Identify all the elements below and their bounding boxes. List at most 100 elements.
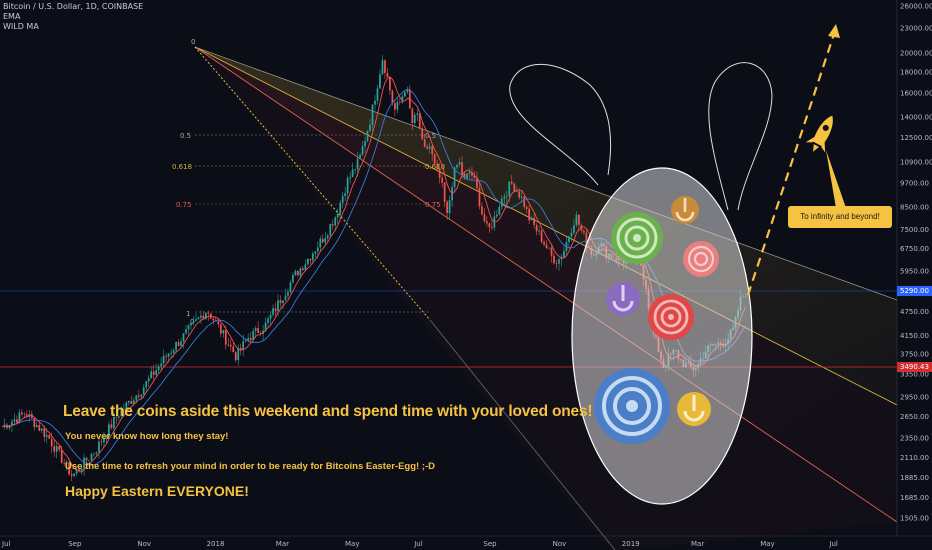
candle-body — [468, 172, 471, 174]
candle-body — [369, 124, 371, 131]
fib-label-075-left: 0.75 — [176, 201, 192, 209]
candle-body — [122, 408, 125, 410]
candle-body — [100, 441, 103, 443]
candle-body — [446, 201, 448, 214]
message-line-2: You never know how long they stay! — [65, 431, 229, 442]
candle-body — [135, 395, 138, 401]
candle-body — [167, 353, 170, 357]
candle-body — [478, 187, 481, 207]
candle-body — [118, 416, 120, 418]
candle-body — [13, 419, 16, 422]
candle-body — [68, 462, 71, 475]
candle-body — [570, 232, 573, 237]
candle-body — [105, 437, 108, 439]
candle-body — [75, 469, 78, 474]
candle-body — [428, 146, 431, 149]
fib-fan: 0 0.5 0.5 0.618 0.618 0.75 0.75 1 0 — [172, 38, 898, 550]
candle-body — [157, 366, 160, 371]
y-tick-label: 14000.00 — [900, 114, 932, 122]
candle-body — [528, 208, 531, 221]
candle-body — [366, 130, 369, 142]
x-tick-label: Nov — [137, 540, 151, 548]
candle-body — [331, 224, 334, 226]
candle-body — [306, 258, 309, 265]
candle-body — [498, 206, 501, 215]
candle-body — [403, 92, 406, 97]
candle-body — [292, 275, 294, 283]
candle-body — [510, 181, 513, 184]
candle-body — [33, 418, 36, 428]
fib-fan-line-618 — [194, 46, 898, 406]
fib-label-05-left: 0.5 — [180, 132, 191, 140]
candle-body — [155, 370, 158, 375]
candle-body — [398, 102, 401, 103]
candle-body — [217, 321, 220, 325]
candle-body — [341, 196, 344, 203]
candle-body — [560, 257, 563, 260]
candle-body — [406, 89, 409, 93]
bunny-ear-left — [509, 63, 612, 186]
candle-body — [476, 177, 478, 188]
fib-fan-line-1 — [194, 46, 431, 321]
candle-body — [108, 424, 110, 438]
candle-body — [48, 435, 51, 439]
candle-body — [394, 103, 396, 110]
candle-body — [222, 330, 225, 334]
y-tick-label: 8500.00 — [900, 203, 929, 211]
candle-body — [453, 167, 456, 188]
candle-body — [481, 206, 483, 215]
fib-fan-line-0 — [194, 46, 898, 301]
candle-body — [311, 253, 314, 261]
candle-body — [16, 419, 18, 423]
candle-body — [80, 469, 83, 471]
candle-body — [195, 319, 197, 321]
fib-fan-line-75 — [194, 46, 898, 523]
candle-body — [170, 352, 172, 354]
candle-body — [172, 350, 175, 353]
chart-legend: Bitcoin / U.S. Dollar, 1D, COINBASE EMA … — [3, 2, 143, 32]
candle-body — [471, 172, 473, 176]
y-tick-label: 3350.00 — [900, 371, 929, 379]
candle-body — [346, 178, 349, 194]
legend-symbol: Bitcoin / U.S. Dollar, 1D, COINBASE — [3, 2, 144, 11]
candle-body — [456, 164, 458, 168]
candle-body — [110, 424, 113, 428]
candle-body — [354, 169, 356, 171]
candle-body — [145, 381, 148, 388]
candle-body — [314, 251, 317, 254]
candle-body — [515, 191, 518, 193]
y-tick-label: 10900.00 — [900, 159, 932, 167]
candle-body — [197, 317, 200, 320]
candle-body — [175, 342, 177, 351]
candle-body — [25, 414, 28, 417]
candle-body — [359, 154, 361, 159]
candle-body — [316, 247, 319, 252]
candle-body — [448, 200, 451, 214]
y-tick-label: 16000.00 — [900, 90, 932, 98]
candle-body — [18, 412, 21, 423]
candle-body — [284, 295, 287, 301]
candle-body — [518, 191, 521, 198]
candle-body — [364, 141, 366, 147]
candle-body — [391, 90, 394, 104]
candle-body — [351, 169, 354, 178]
candle-body — [147, 378, 150, 382]
candle-body — [207, 312, 210, 314]
candle-body — [137, 395, 140, 397]
candle-body — [538, 230, 540, 232]
trajectory-arrowhead — [828, 24, 840, 38]
x-tick-label: 2019 — [622, 540, 640, 548]
candle-body — [35, 425, 38, 428]
candle-body — [396, 102, 399, 110]
candle-body — [371, 104, 374, 125]
candle-body — [267, 318, 269, 323]
y-tick-label: 1885.00 — [900, 474, 929, 482]
ref-price-tag: 3490.43 — [897, 362, 932, 372]
candle-body — [202, 315, 205, 319]
candle-body — [426, 146, 429, 149]
candle-body — [530, 217, 533, 221]
candle-body — [38, 425, 41, 431]
candle-body — [535, 224, 538, 232]
